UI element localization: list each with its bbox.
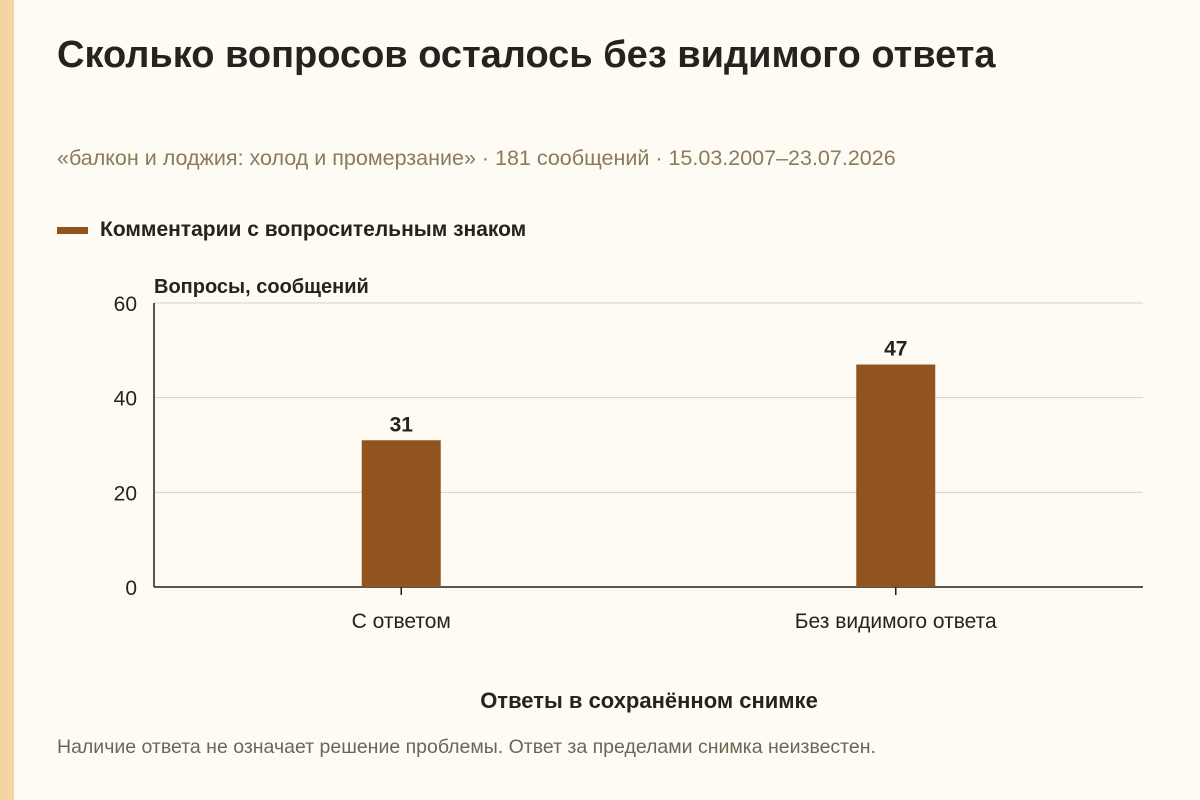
bar — [361, 440, 441, 587]
footnote: Наличие ответа не означает решение пробл… — [57, 736, 876, 758]
bar — [856, 364, 936, 587]
x-tick-label: Без видимого ответа — [795, 610, 997, 633]
plot-area: 0 20 40 60 31 С ответом 47 Без видимого ответа — [114, 293, 1143, 633]
y-tick-label: 60 — [114, 293, 137, 316]
y-tick-label: 20 — [114, 482, 137, 505]
left-accent-stripe — [0, 0, 14, 800]
bar-value-label: 31 — [390, 413, 414, 436]
y-tick-label: 40 — [114, 388, 137, 411]
chart-title: Сколько вопросов осталось без видимого о… — [57, 34, 996, 76]
y-tick-label: 0 — [125, 577, 137, 600]
chart-subtitle: «балкон и лоджия: холод и промерзание» ·… — [57, 146, 896, 170]
bar-value-label: 47 — [884, 338, 907, 361]
x-tick-label: С ответом — [352, 610, 451, 633]
legend-swatch — [57, 226, 88, 234]
legend: Комментарии с вопросительным знаком — [57, 218, 526, 242]
y-axis-label: Вопросы, сообщений — [154, 276, 369, 298]
x-axis-label: Ответы в сохранённом снимке — [480, 688, 818, 713]
legend-label: Комментарии с вопросительным знаком — [100, 218, 527, 241]
